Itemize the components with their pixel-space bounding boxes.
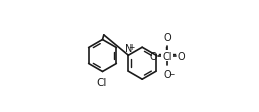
Text: N: N: [125, 43, 132, 53]
Text: Cl: Cl: [162, 51, 172, 61]
Text: O: O: [149, 51, 157, 61]
Text: O: O: [163, 33, 171, 43]
Text: −: −: [169, 70, 175, 79]
Text: +: +: [128, 43, 134, 52]
Text: O: O: [177, 51, 185, 61]
Text: O: O: [163, 69, 171, 79]
Text: Cl: Cl: [97, 78, 107, 87]
